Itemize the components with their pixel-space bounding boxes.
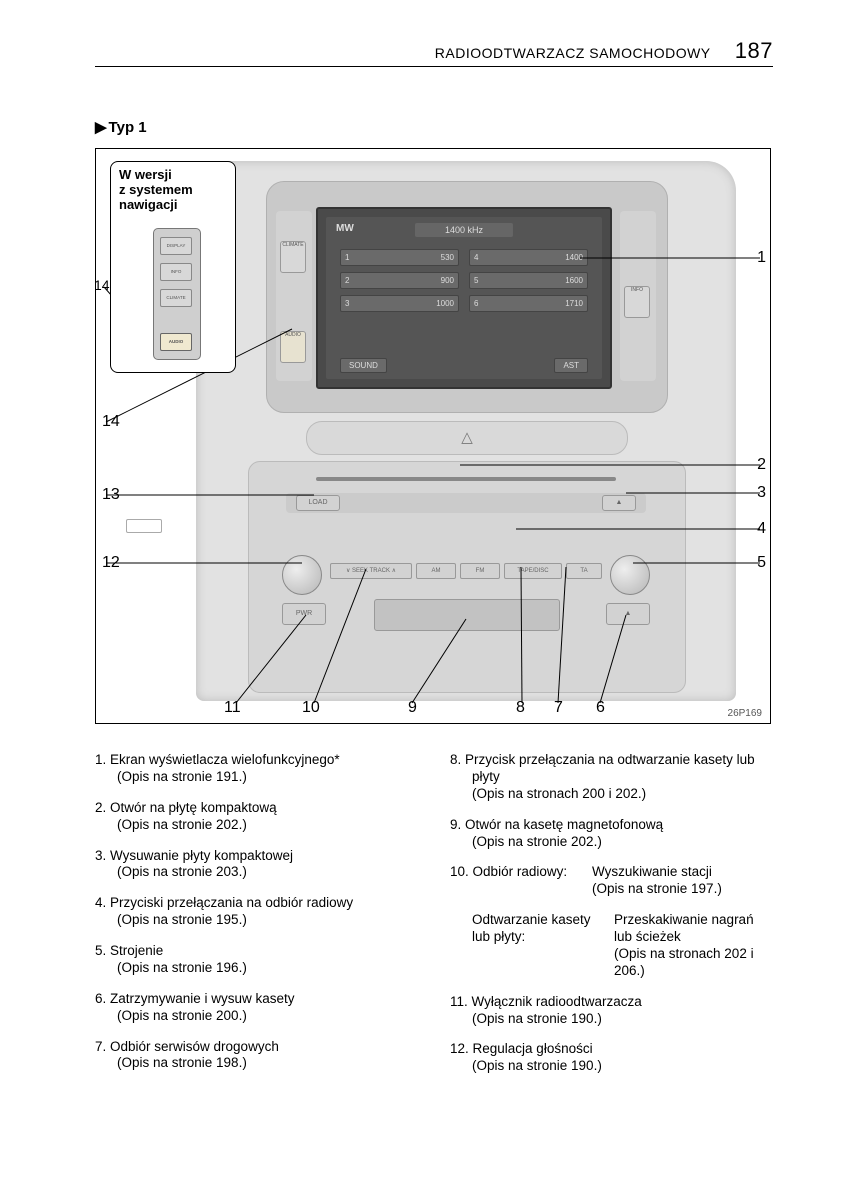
page-number: 187	[735, 38, 773, 63]
inset-audio-button: AUDIO	[160, 333, 192, 351]
callout-10: 10	[302, 699, 320, 717]
right-column: 8. Przycisk przełączania na odtwarzanie …	[450, 752, 775, 1089]
section-title: RADIOODTWARZACZ SAMOCHODOWY	[435, 45, 711, 61]
callout-7: 7	[554, 699, 563, 717]
type-heading: ▶Typ 1	[95, 118, 147, 136]
left-column: 1. Ekran wyświetlacza wielofunkcyjnego*(…	[95, 752, 420, 1089]
list-item: 12. Regulacja głośności(Opis na stronie …	[450, 1041, 775, 1075]
list-item: 1. Ekran wyświetlacza wielofunkcyjnego*(…	[95, 752, 420, 786]
description-list: 1. Ekran wyświetlacza wielofunkcyjnego*(…	[95, 752, 775, 1089]
callout-14b: 14	[94, 277, 110, 293]
list-item: 3. Wysuwanie płyty kompaktowej(Opis na s…	[95, 848, 420, 882]
callout-14: 14	[102, 413, 120, 431]
list-item: 4. Przyciski przełączania na odbiór radi…	[95, 895, 420, 929]
callout-5: 5	[757, 554, 766, 572]
callout-2: 2	[757, 456, 766, 474]
page-header: RADIOODTWARZACZ SAMOCHODOWY 187	[95, 38, 773, 67]
diagram-code: 26P169	[728, 708, 762, 719]
list-item: 2. Otwór na płytę kompaktową(Opis na str…	[95, 800, 420, 834]
inset-caption: W wersji z systemem nawigacji	[119, 168, 227, 213]
callout-8: 8	[516, 699, 525, 717]
inset-info-button: INFO	[160, 263, 192, 281]
inset-panel: DISPLAY INFO CLIMATE AUDIO	[153, 228, 201, 360]
list-item: 9. Otwór na kasetę magnetofonową(Opis na…	[450, 817, 775, 851]
callout-6: 6	[596, 699, 605, 717]
callout-9: 9	[408, 699, 417, 717]
callout-13: 13	[102, 486, 120, 504]
list-item: 11. Wyłącznik radioodtwarzacza(Opis na s…	[450, 994, 775, 1028]
callout-4: 4	[757, 520, 766, 538]
triangle-icon: ▶	[95, 118, 107, 136]
callout-1: 1	[757, 249, 766, 267]
nav-version-inset: W wersji z systemem nawigacji DISPLAY IN…	[110, 161, 236, 373]
callout-3: 3	[757, 484, 766, 502]
list-item: 5. Strojenie(Opis na stronie 196.)	[95, 943, 420, 977]
item-10: 10. Odbiór radiowy: Wyszukiwanie stacji …	[450, 864, 775, 979]
decorative-rect	[126, 519, 162, 533]
callout-12: 12	[102, 554, 120, 572]
inset-climate-button: CLIMATE	[160, 289, 192, 307]
list-item: 7. Odbiór serwisów drogowych(Opis na str…	[95, 1039, 420, 1073]
list-item: 6. Zatrzymywanie i wysuw kasety(Opis na …	[95, 991, 420, 1025]
radio-diagram: CLIMATE AUDIO INFO MW 1400 kHz 1530 4140…	[95, 148, 771, 724]
list-item: 8. Przycisk przełączania na odtwarzanie …	[450, 752, 775, 803]
inset-display-button: DISPLAY	[160, 237, 192, 255]
callout-11: 11	[224, 699, 241, 717]
